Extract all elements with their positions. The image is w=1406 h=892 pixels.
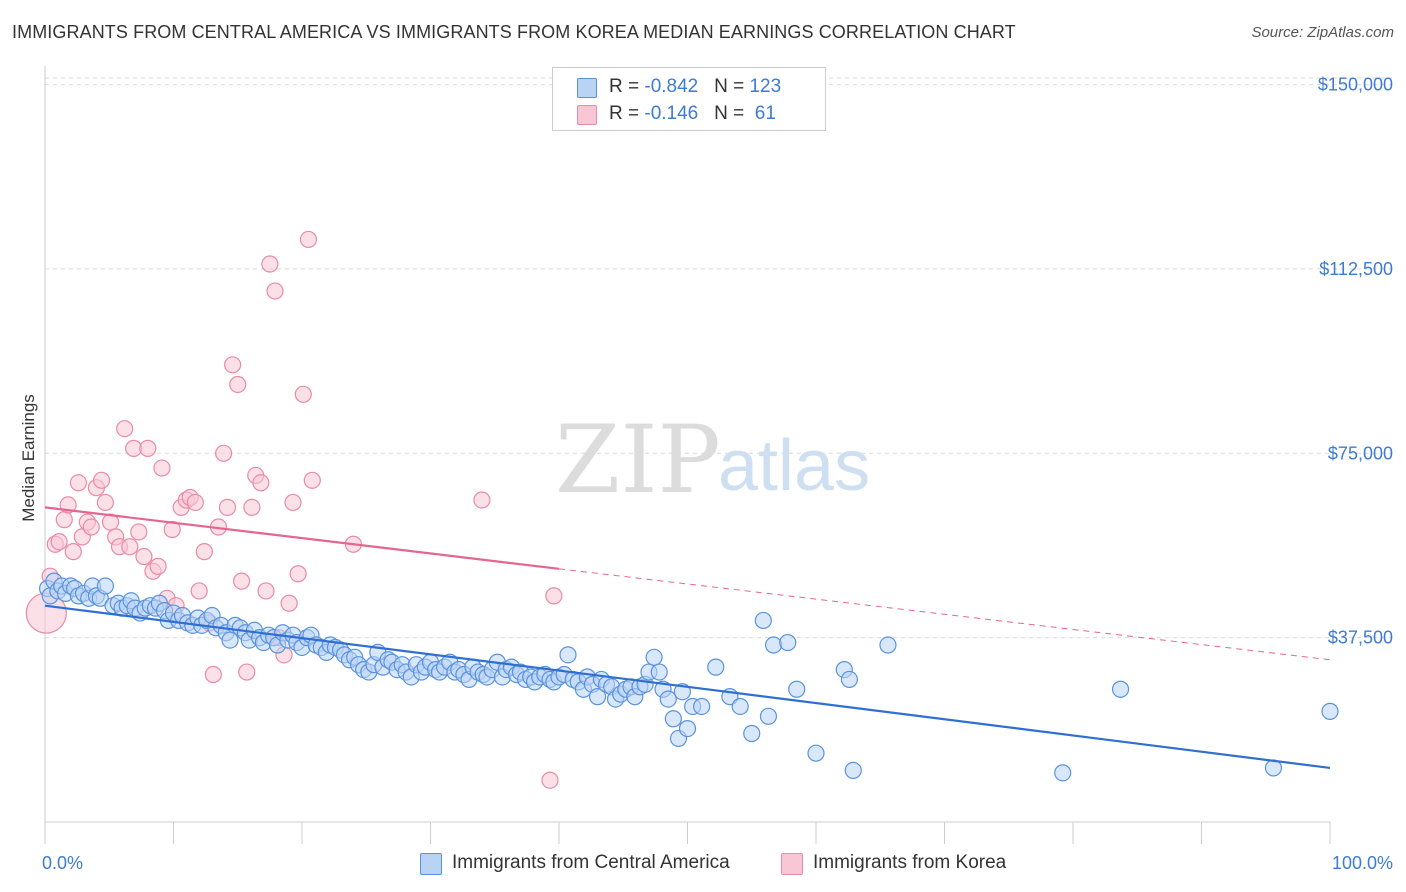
legend-swatch-blue [577, 78, 597, 98]
chart-source: Source: ZipAtlas.com [1251, 24, 1394, 41]
korea-point [149, 557, 167, 575]
korea-point [55, 511, 73, 529]
korea-point [280, 594, 298, 612]
central-america-point [764, 636, 783, 654]
central-america-point [844, 761, 862, 779]
watermark: ZIP atlas [555, 406, 870, 515]
korea-trend-line [44, 506, 560, 570]
y-tick-label: $37,500 [1328, 628, 1393, 648]
korea-point [257, 582, 275, 600]
korea-point [69, 474, 88, 492]
y-axis-label: Median Earnings [19, 394, 38, 522]
n-value-pink: 61 [749, 103, 776, 124]
central-america-points [38, 572, 1339, 782]
korea-point [135, 547, 153, 566]
korea-point [243, 498, 261, 516]
korea-point [116, 420, 134, 438]
korea-point [215, 444, 233, 462]
korea-point [229, 375, 247, 394]
bottom-swatch-blue [420, 853, 442, 875]
korea-point [96, 493, 114, 512]
legend-row-central-america: R = -0.842 N = 123 [577, 76, 781, 100]
central-america-point [807, 744, 825, 762]
trend-lines [44, 506, 1331, 770]
central-america-point [645, 648, 663, 666]
korea-point [261, 255, 279, 273]
chart-title: IMMIGRANTS FROM CENTRAL AMERICA VS IMMIG… [12, 22, 1016, 42]
bottom-legend-label-blue: Immigrants from Central America [452, 852, 730, 873]
central-america-point [1111, 680, 1130, 698]
central-america-point [664, 710, 682, 728]
korea-point [238, 663, 256, 681]
central-america-point [779, 633, 797, 652]
legend-text-pink: R = -0.146 N = 61 [609, 103, 776, 124]
r-value-pink: -0.146 [644, 103, 699, 124]
korea-point [195, 543, 213, 561]
x-tick-label: 100.0% [1332, 853, 1393, 873]
central-america-point [731, 697, 749, 716]
legend-swatch-pink [577, 105, 597, 125]
korea-point [186, 493, 204, 512]
central-america-point [1054, 764, 1072, 782]
axes [44, 66, 1331, 844]
y-tick-label: $150,000 [1318, 75, 1393, 95]
korea-point [153, 459, 171, 477]
central-america-point [879, 636, 897, 654]
tick-labels: $37,500 $75,000 $112,500 $150,000 0.0% 100.0% [42, 75, 1393, 873]
korea-point [139, 439, 157, 457]
bottom-swatch-pink [781, 853, 803, 875]
korea-point [82, 518, 100, 536]
korea-point [473, 491, 491, 509]
korea-point [121, 538, 139, 556]
n-value-blue: 123 [749, 76, 782, 97]
korea-point [252, 474, 270, 492]
korea-point [284, 493, 302, 512]
korea-point [204, 665, 222, 684]
central-america-trend-line [44, 604, 1331, 770]
grid [45, 77, 1392, 639]
korea-point [130, 523, 148, 541]
central-america-point [840, 670, 859, 689]
x-tick-label: 0.0% [42, 853, 83, 873]
central-america-point [678, 719, 697, 738]
legend-text-blue: R = -0.842 N = 123 [609, 76, 782, 97]
korea-point [294, 385, 312, 403]
central-america-point [693, 697, 711, 716]
y-tick-label: $112,500 [1319, 259, 1393, 279]
korea-point [545, 587, 563, 605]
central-america-point [743, 724, 761, 743]
korea-point [541, 771, 559, 789]
korea-point [233, 572, 251, 590]
central-america-point [759, 707, 778, 725]
central-america-point [588, 688, 607, 706]
korea-point [289, 565, 307, 583]
central-america-point [1321, 702, 1339, 720]
r-value-blue: -0.842 [644, 76, 699, 97]
watermark-atlas: atlas [718, 426, 870, 506]
y-tick-label: $75,000 [1328, 443, 1393, 463]
bottom-legend-label-pink: Immigrants from Korea [813, 852, 1007, 873]
korea-point [50, 533, 68, 551]
korea-point [224, 356, 242, 374]
korea-trend-extension [558, 568, 1331, 661]
watermark-zip: ZIP [555, 406, 721, 515]
central-america-point [96, 577, 114, 595]
korea-point [92, 471, 111, 489]
korea-points [25, 230, 563, 789]
central-america-point [650, 663, 668, 681]
korea-point [218, 498, 237, 516]
legend-row-korea: R = -0.146 N = 61 [577, 103, 776, 127]
central-america-point [559, 646, 577, 664]
correlation-legend: R = -0.842 N = 123 R = -0.146 N = 61 [552, 67, 826, 131]
korea-point [64, 543, 82, 561]
korea-point [303, 471, 321, 489]
korea-point [266, 282, 284, 300]
central-america-point [754, 611, 772, 630]
central-america-point [659, 690, 677, 708]
central-america-point [788, 680, 806, 698]
central-america-point [707, 658, 725, 676]
korea-point [299, 230, 318, 249]
korea-point [190, 582, 208, 600]
